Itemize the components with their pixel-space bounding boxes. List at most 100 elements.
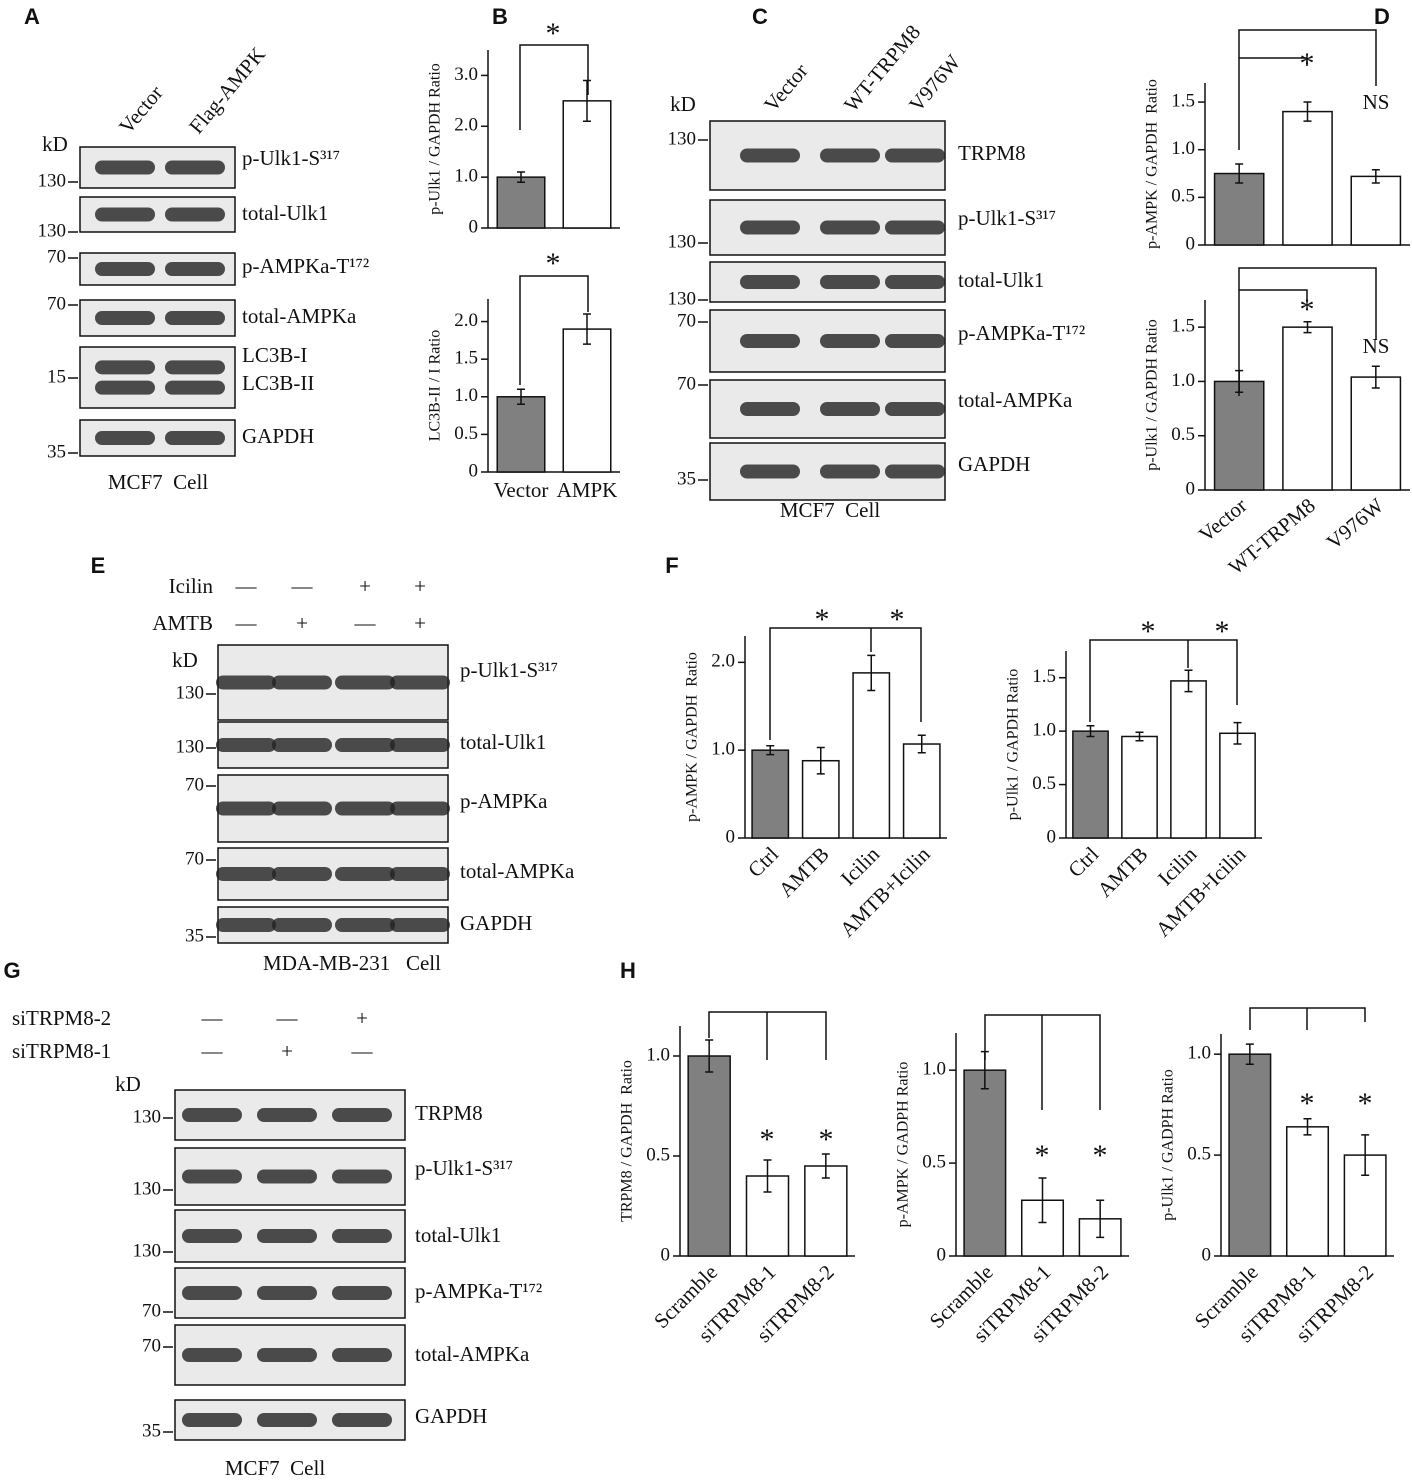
y-tick-label: 2.0 [711,651,735,672]
treatment-sign: + [296,611,308,635]
y-axis-label: p-AMPK / GAPDH Ratio [1144,79,1161,249]
blot-band [740,148,800,163]
annotation: * [1300,47,1315,80]
y-axis-label: TRPM8 / GAPDH Ratio [619,1060,636,1222]
y-tick-label: 0 [469,216,479,237]
y-tick-label: 1.0 [454,385,478,406]
blot-band [332,1108,392,1122]
blot-band [740,275,800,289]
annotation: * [546,247,561,280]
bar [902,743,941,839]
annotation: * [1141,615,1156,648]
y-tick-label: 0.5 [1171,424,1195,445]
error-bar [763,1159,772,1193]
error-bar [1184,669,1193,693]
blot-band [95,360,155,375]
blot-band [820,464,880,479]
blot-band [885,220,945,235]
marker-label: 130 [133,1240,162,1261]
treatment-sign: — [351,1039,374,1063]
blot-band [182,1108,242,1122]
error-bar [1303,101,1312,122]
blot-band [272,801,332,816]
kd-label: kD [172,648,198,672]
marker-label: 130 [668,288,697,309]
panel-label: C [752,4,768,29]
annotation: * [819,1123,834,1156]
row-label: total-AMPKa [242,304,357,328]
kd-label: kD [42,132,68,156]
error-bar [1235,163,1244,184]
y-tick-label: 1.0 [1171,138,1195,159]
marker-label: 70 [142,1335,161,1356]
blot-band [335,918,395,932]
row-label: TRPM8 [958,141,1026,165]
row-label: total-Ulk1 [460,730,546,754]
y-tick-label: 1.5 [1171,316,1195,337]
row-label: GAPDH [460,911,532,935]
x-tick-label: Vector [1194,493,1251,547]
blot-band [335,867,395,881]
blot-band [885,334,945,348]
row-label: LC3B-II [242,371,314,395]
blot-band [272,738,332,752]
y-tick-label: 3.0 [454,64,478,85]
footer-label: MCF7 Cell [108,470,209,494]
marker-label: 15 [47,366,66,387]
y-tick-label: 0 [726,826,736,847]
footer-label: MDA-MB-231 Cell [263,951,441,975]
treatment-label: Icilin [169,574,214,598]
significance-bracket [519,44,589,130]
y-tick-label: 1.5 [454,348,478,369]
error-bar [1096,1199,1105,1239]
y-tick-label: 2.0 [454,310,478,331]
blot-band [95,160,155,175]
blot-band [216,867,276,881]
blot-band [820,334,880,348]
treatment-sign: + [356,1006,368,1030]
significance-bracket [769,627,922,740]
y-tick-label: 1.0 [711,739,735,760]
row-label: total-Ulk1 [242,201,328,225]
blot-band [257,1413,317,1427]
treatment-sign: + [281,1039,293,1063]
y-tick-label: 1.0 [454,166,478,187]
bar [562,328,612,473]
marker-label: 35 [47,441,66,462]
treatment-sign: — [235,574,258,598]
lane-label: V976W [904,50,965,116]
blot-band [165,431,225,445]
bar [1170,680,1207,839]
row-label: total-AMPKa [415,1342,530,1366]
y-axis-label: LC3B-II / I Ratio [427,330,444,442]
bar [804,1165,848,1257]
bar [1213,380,1265,491]
marker-label: 70 [142,1300,161,1321]
row-label: p-Ulk1-S³¹⁷ [242,146,340,170]
treatment-sign: — [235,611,258,635]
treatment-sign: + [359,574,371,598]
blot-band [165,311,225,325]
lane-label: Flag-AMPK [184,42,270,138]
bar [963,1069,1007,1257]
blot-band [740,334,800,348]
y-axis-label: p-Ulk1 / GAPDH Ratio [427,63,444,215]
blot-band [272,675,332,690]
y-tick-label: 0 [937,1244,947,1265]
marker-label: 70 [47,293,66,314]
bar [1285,1126,1330,1257]
y-tick-label: 1.0 [1171,370,1195,391]
blot-band [332,1229,392,1243]
marker-label: 130 [133,1106,162,1127]
bar [687,1055,731,1257]
blot-frame [79,346,236,409]
annotation: * [1215,615,1230,648]
panel-label: H [620,958,636,983]
y-tick-label: 0.5 [1032,773,1056,794]
footer-label: MCF7 Cell [780,498,881,522]
treatment-label: siTRPM8-2 [12,1006,111,1030]
blot-band [885,275,945,289]
y-tick-label: 0.5 [454,423,478,444]
blot-band [95,262,155,276]
error-bar [1371,365,1380,389]
